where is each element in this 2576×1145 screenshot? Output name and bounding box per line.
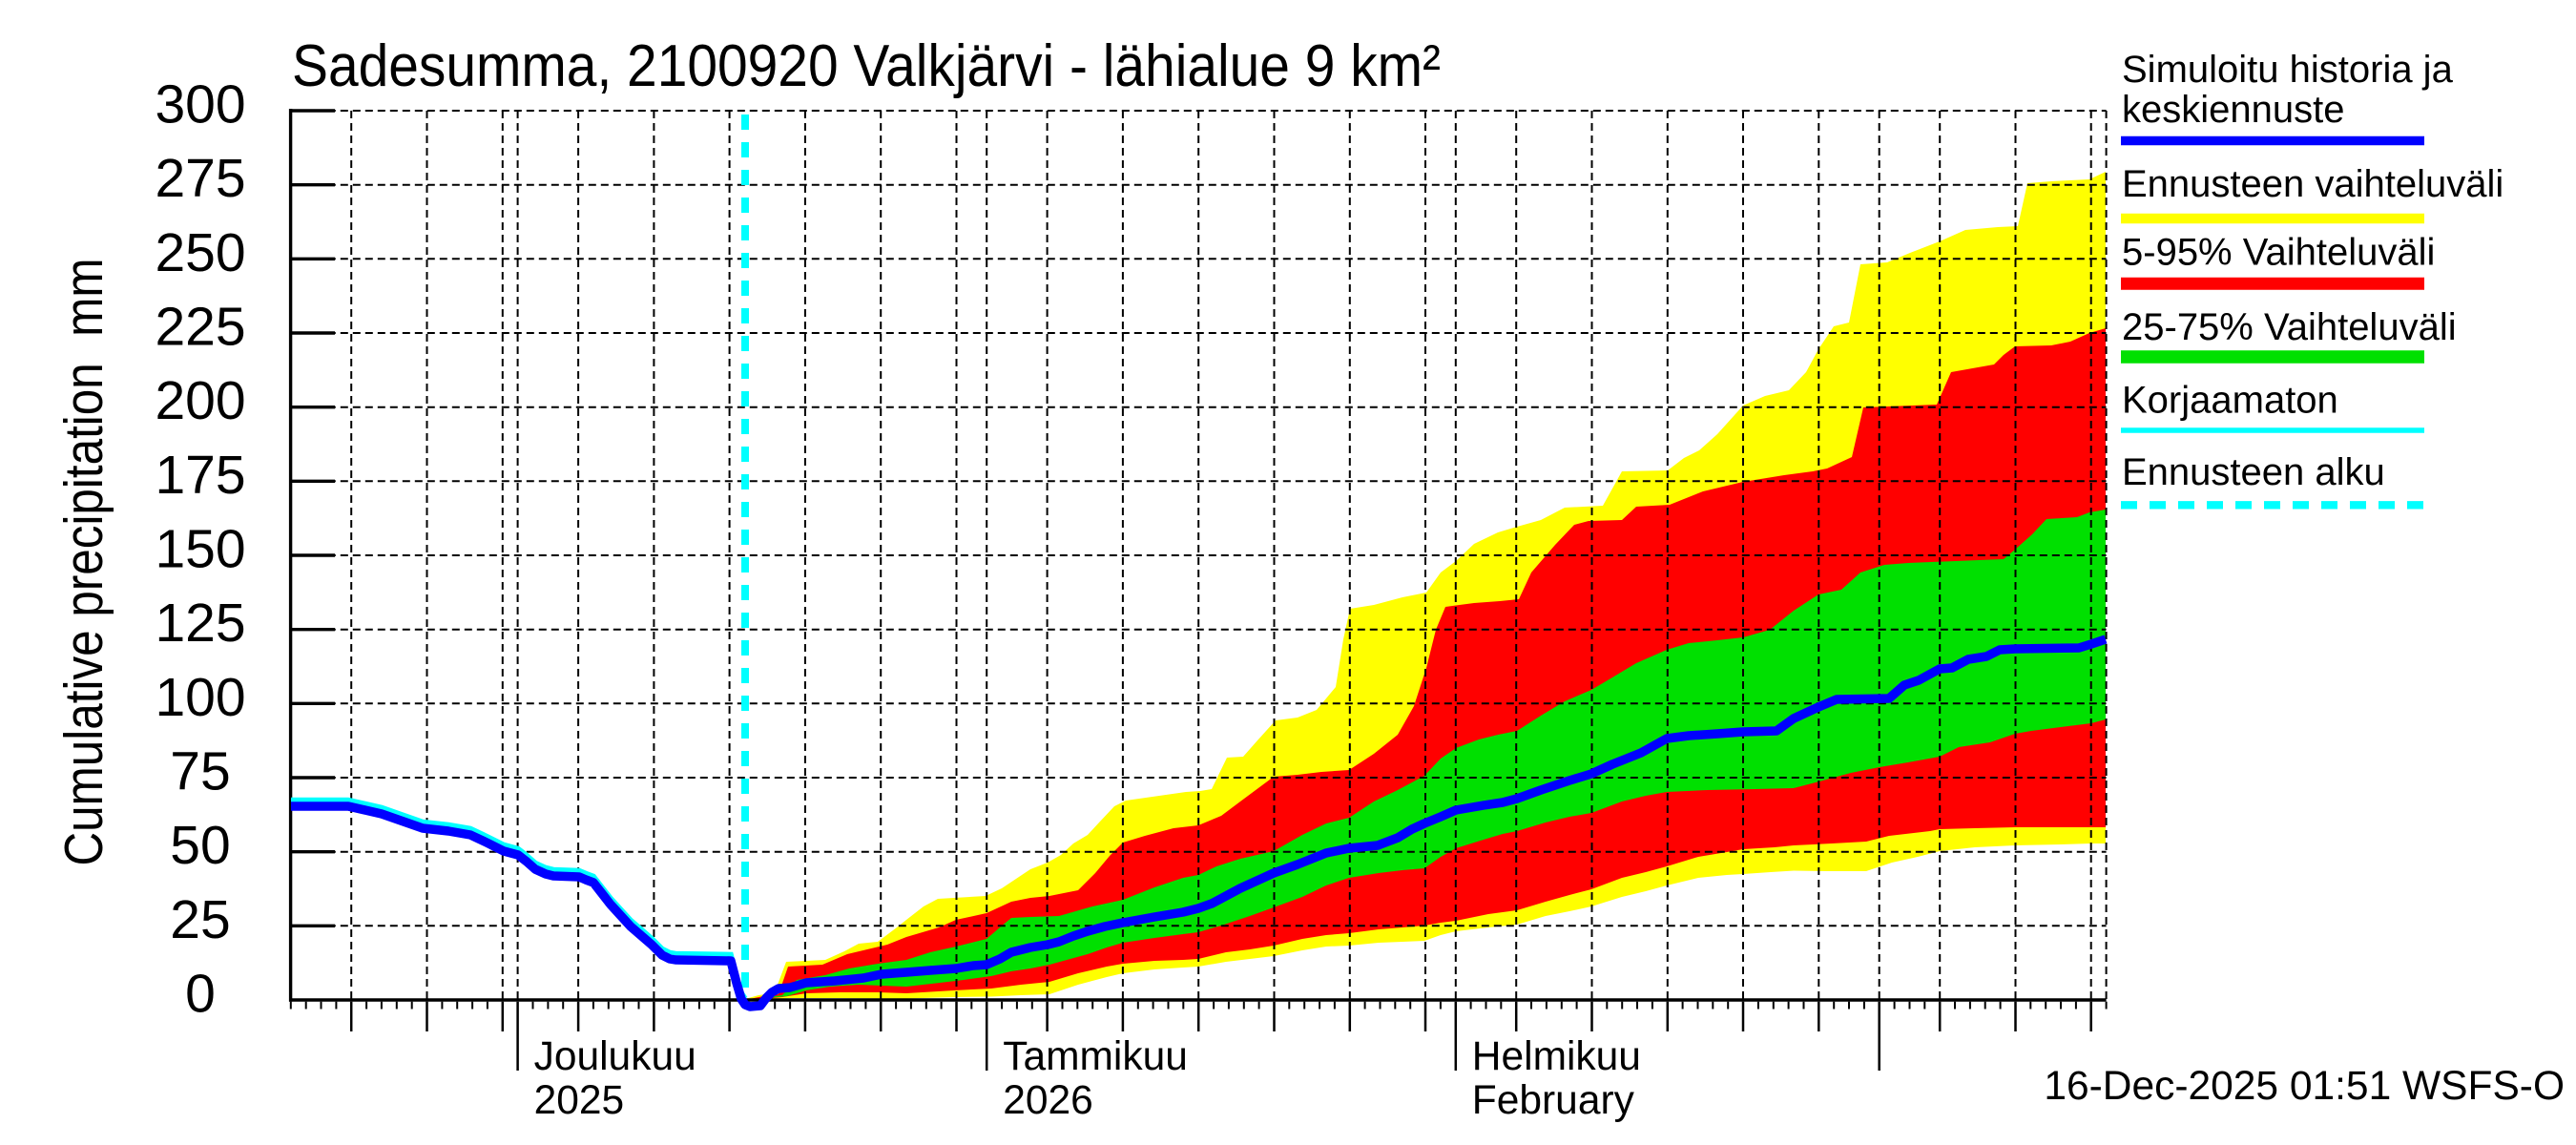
- svg-text:75: 75: [170, 741, 230, 802]
- svg-text:100: 100: [155, 667, 245, 728]
- svg-text:Simuloitu historia ja: Simuloitu historia ja: [2122, 49, 2454, 91]
- svg-text:Ennusteen alku: Ennusteen alku: [2122, 451, 2385, 493]
- svg-text:2026: 2026: [1003, 1078, 1093, 1123]
- svg-text:275: 275: [155, 148, 245, 209]
- svg-text:February: February: [1472, 1078, 1635, 1123]
- svg-text:200: 200: [155, 370, 245, 431]
- svg-text:125: 125: [155, 593, 245, 654]
- svg-text:Sadesumma, 2100920 Valkjärvi -: Sadesumma, 2100920 Valkjärvi - lähialue …: [292, 33, 1441, 99]
- svg-text:16-Dec-2025 01:51 WSFS-O: 16-Dec-2025 01:51 WSFS-O: [2044, 1064, 2565, 1109]
- svg-text:175: 175: [155, 445, 245, 506]
- svg-text:250: 250: [155, 222, 245, 283]
- svg-text:25: 25: [170, 889, 230, 950]
- svg-text:Korjaamaton: Korjaamaton: [2122, 380, 2338, 422]
- svg-text:Joulukuu: Joulukuu: [534, 1034, 696, 1079]
- svg-text:2025: 2025: [534, 1078, 625, 1123]
- svg-text:150: 150: [155, 519, 245, 580]
- svg-text:50: 50: [170, 815, 230, 876]
- svg-text:Helmikuu: Helmikuu: [1472, 1034, 1641, 1079]
- svg-text:300: 300: [155, 74, 245, 135]
- svg-text:Ennusteen vaihteluväli: Ennusteen vaihteluväli: [2122, 163, 2503, 205]
- svg-text:0: 0: [185, 964, 216, 1025]
- svg-text:25-75% Vaihteluväli: 25-75% Vaihteluväli: [2122, 306, 2457, 348]
- svg-text:Cumulative precipitation mm: Cumulative precipitation mm: [53, 259, 114, 866]
- svg-text:225: 225: [155, 297, 245, 358]
- svg-text:5-95% Vaihteluväli: 5-95% Vaihteluväli: [2122, 232, 2435, 274]
- svg-text:Tammikuu: Tammikuu: [1003, 1034, 1188, 1079]
- svg-text:keskiennuste: keskiennuste: [2122, 89, 2344, 131]
